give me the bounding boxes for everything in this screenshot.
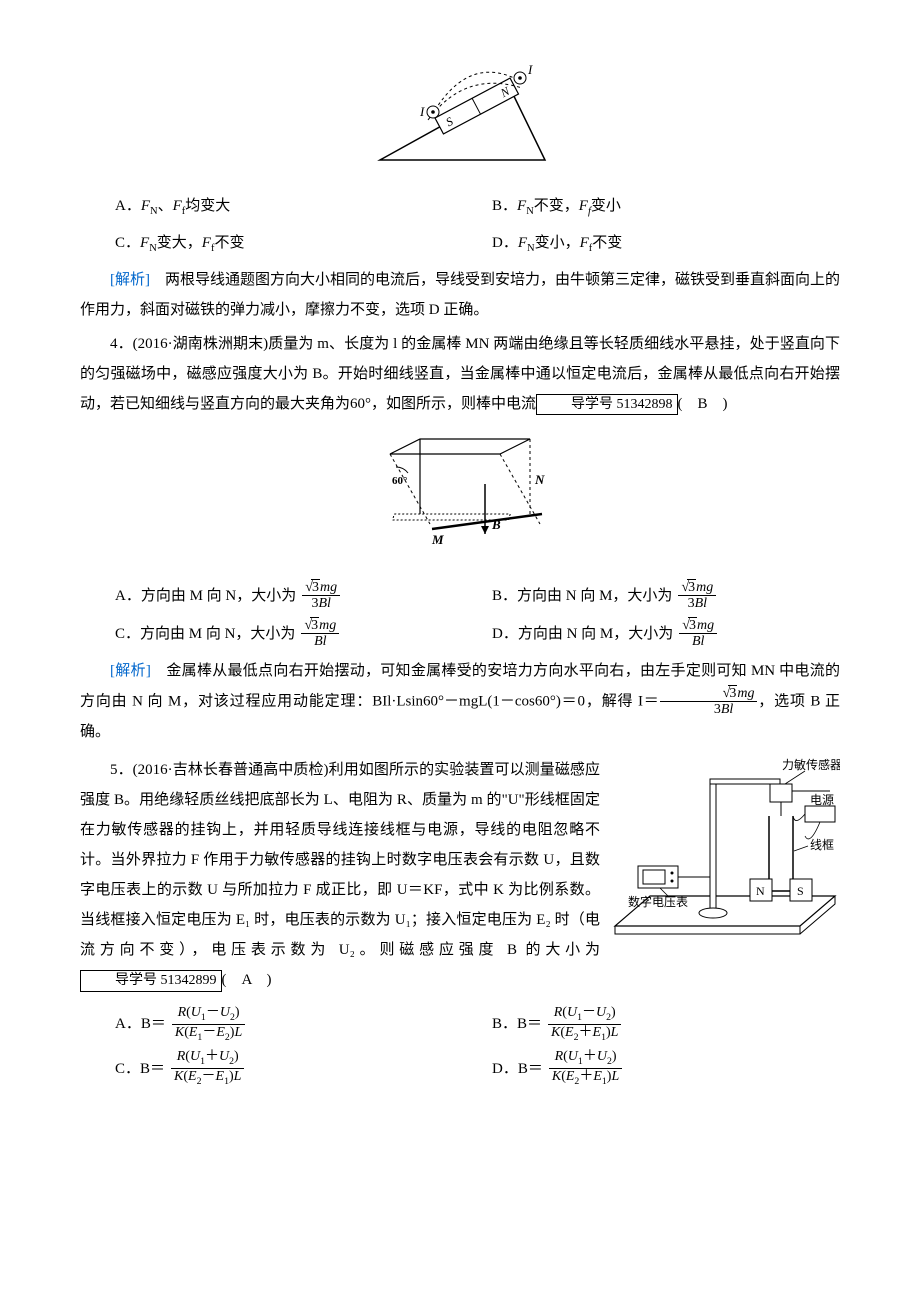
q4-optc-frac: 3mgBl: [301, 618, 339, 650]
q5-options-row1: A．B＝ R(U1－U2)K(E1－E2)L B．B＝ R(U1－U2)K(E2…: [80, 1005, 840, 1043]
q4-optb-frac: 3mg3Bl: [678, 580, 716, 612]
q5-label-s: S: [797, 884, 804, 898]
q4-analysis: [解析] 金属棒从最低点向右开始摆动，可知金属棒受的安培力方向水平向右，由左手定…: [80, 656, 840, 748]
q4-analysis-frac: 3mg3Bl: [660, 686, 758, 718]
q4-figure: 60° B M N: [80, 429, 840, 570]
q5-label-sensor: 力敏传感器: [782, 757, 840, 772]
q5-label-n: N: [756, 884, 765, 898]
q5-opta-prefix: A．B＝: [115, 1009, 166, 1039]
q4-study-number: 导学号 51342898: [536, 394, 678, 416]
q5-opta-frac: R(U1－U2)K(E1－E2)L: [172, 1005, 245, 1043]
q4-answer: ( B ): [678, 396, 728, 412]
q3-opt-d: D．FN变小，Ff不变: [492, 228, 840, 259]
q4-options-row1: A．方向由 M 向 N，大小为 3mg3Bl B．方向由 N 向 M，大小为 3…: [80, 580, 840, 612]
q5-optd-frac: R(U1＋U2)K(E2＋E1)L: [549, 1049, 622, 1087]
q4-opt-a: A．方向由 M 向 N，大小为 3mg3Bl: [115, 580, 463, 612]
analysis-label: [解析]: [110, 663, 151, 679]
q4-opta-prefix: A．方向由 M 向 N，大小为: [115, 581, 296, 611]
q5-optc-frac: R(U1＋U2)K(E2－E1)L: [171, 1049, 244, 1087]
q3-options-row2: C．FN变大，Ff不变 D．FN变小，Ff不变: [80, 228, 840, 259]
q4-label-b: B: [491, 517, 501, 532]
q4-opt-c: C．方向由 M 向 N，大小为 3mgBl: [115, 618, 463, 650]
q3-analysis-text: 两根导线通题图方向大小相同的电流后，导线受到安培力，由牛顿第三定律，磁铁受到垂直…: [80, 272, 840, 318]
q4-optd-frac: 3mgBl: [679, 618, 717, 650]
q5-optd-prefix: D．B＝: [492, 1054, 543, 1084]
q3-figure: S N I I: [80, 60, 840, 181]
q5-optb-frac: R(U1－U2)K(E2＋E1)L: [548, 1005, 621, 1043]
q5-label-voltmeter: 数字电压表: [628, 894, 688, 909]
q4-label-n: N: [534, 472, 545, 487]
q3-label-i1: I: [419, 104, 425, 119]
q5-answer: ( A ): [222, 972, 272, 988]
q5-stem-text: 5．(2016·吉林长春普通高中质检)利用如图所示的实验装置可以测量磁感应强度 …: [80, 762, 600, 958]
q5-opt-a: A．B＝ R(U1－U2)K(E1－E2)L: [115, 1005, 463, 1043]
q4-stem: 4．(2016·湖南株洲期末)质量为 m、长度为 l 的金属棒 MN 两端由绝缘…: [80, 329, 840, 419]
q4-opta-frac: 3mg3Bl: [302, 580, 340, 612]
q3-analysis: [解析] 两根导线通题图方向大小相同的电流后，导线受到安培力，由牛顿第三定律，磁…: [80, 265, 840, 325]
q5-opt-d: D．B＝ R(U1＋U2)K(E2＋E1)L: [492, 1049, 840, 1087]
q3-opt-c: C．FN变大，Ff不变: [115, 228, 463, 259]
q5-optb-prefix: B．B＝: [492, 1009, 542, 1039]
q5-study-number: 导学号 51342899: [80, 970, 222, 992]
q3-label-i2: I: [527, 62, 533, 77]
q5-opt-b: B．B＝ R(U1－U2)K(E2＋E1)L: [492, 1005, 840, 1043]
q4-optb-prefix: B．方向由 N 向 M，大小为: [492, 581, 672, 611]
q4-label-60: 60°: [392, 475, 407, 487]
q5-options-row2: C．B＝ R(U1＋U2)K(E2－E1)L D．B＝ R(U1＋U2)K(E2…: [80, 1049, 840, 1087]
analysis-label: [解析]: [110, 272, 150, 288]
q4-options-row2: C．方向由 M 向 N，大小为 3mgBl D．方向由 N 向 M，大小为 3m…: [80, 618, 840, 650]
q3-opt-b: B．FN不变，Ff变小: [492, 191, 840, 222]
q3-options-row1: A．FN、Ff均变大 B．FN不变，Ff变小: [80, 191, 840, 222]
q4-label-m: M: [431, 532, 444, 547]
q5-optc-prefix: C．B＝: [115, 1054, 165, 1084]
q3-opt-a: A．FN、Ff均变大: [115, 191, 463, 222]
q5-opt-c: C．B＝ R(U1＋U2)K(E2－E1)L: [115, 1049, 463, 1087]
q4-optc-prefix: C．方向由 M 向 N，大小为: [115, 619, 295, 649]
q4-opt-d: D．方向由 N 向 M，大小为 3mgBl: [492, 618, 840, 650]
q5-label-frame: 线框: [810, 838, 834, 852]
q5-label-power: 电源: [810, 793, 834, 807]
q4-optd-prefix: D．方向由 N 向 M，大小为: [492, 619, 673, 649]
q4-opt-b: B．方向由 N 向 M，大小为 3mg3Bl: [492, 580, 840, 612]
q5-figure: 力敏传感器 电源 线框 N S 数字电压表: [610, 751, 840, 962]
